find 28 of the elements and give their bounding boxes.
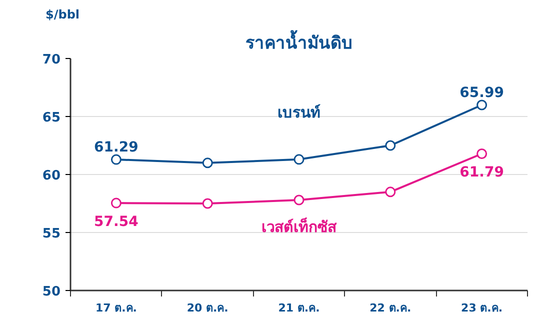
point	[202, 198, 213, 209]
point	[294, 154, 304, 165]
y-tick-label: 55	[42, 226, 61, 242]
y-axis-title: $/bbl	[46, 8, 80, 22]
point	[476, 100, 488, 110]
data-label: 65.99	[460, 85, 504, 102]
point	[110, 154, 122, 165]
point	[110, 198, 122, 208]
y-tick-label: 60	[42, 168, 61, 184]
x-tick-label: 17 ต.ค.	[95, 302, 137, 314]
chart-title: ราคาน้ำมันดิบ	[246, 30, 352, 54]
data-label: 61.29	[94, 140, 138, 156]
point	[476, 148, 488, 159]
x-tick-label: 21 ต.ค.	[278, 302, 320, 314]
text: เบรนท์	[278, 103, 320, 122]
series-label: เวสต์เท็กซัส	[262, 217, 338, 236]
y-tick-label: 70	[42, 52, 61, 68]
y-tick-label: 50	[42, 284, 61, 300]
y-tick-label: 65	[42, 110, 61, 126]
point	[202, 158, 213, 168]
x-tick-label: 22 ต.ค.	[370, 302, 412, 314]
point	[385, 186, 396, 198]
data-label: 61.79	[460, 164, 504, 181]
point	[294, 194, 304, 206]
point	[385, 140, 396, 151]
data-label: 57.54	[94, 214, 139, 230]
x-tick-label: 20 ต.ค.	[186, 302, 228, 314]
x-tick-label: 23 ต.ค.	[461, 302, 503, 314]
